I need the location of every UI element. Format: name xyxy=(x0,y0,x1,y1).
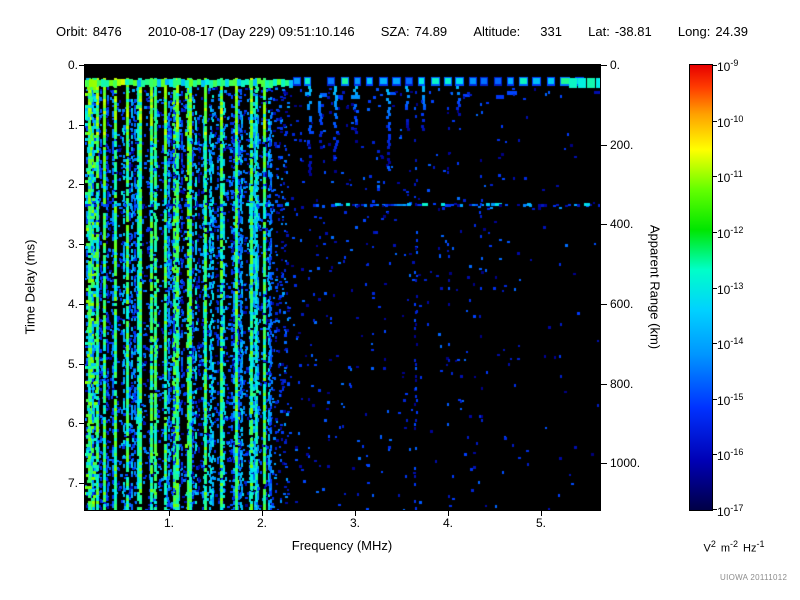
tick-mark xyxy=(79,65,85,66)
y-axis-tick-label: 4. xyxy=(67,297,78,311)
long-label: Long: xyxy=(677,24,711,39)
datetime-field: 2010-08-17 (Day 229) 09:51:10.146 xyxy=(148,24,355,39)
x-axis-tick-label: 1. xyxy=(163,516,174,530)
tick-mark xyxy=(713,343,717,344)
right-axis-tick-label: 600. xyxy=(610,297,634,311)
colorbar-tick-label: 10-14 xyxy=(717,336,744,352)
x-axis-tick-label: 5. xyxy=(535,516,546,530)
datetime-value: 2010-08-17 (Day 229) 09:51:10.146 xyxy=(147,24,355,39)
tick-mark xyxy=(79,364,85,365)
tick-mark xyxy=(713,232,717,233)
colorbar-tick-label: 10-16 xyxy=(717,447,744,463)
right-axis-title: Apparent Range (km) xyxy=(647,224,663,350)
right-axis-tick-label: 800. xyxy=(610,377,634,391)
right-axis-tick-label: 0. xyxy=(610,58,621,72)
lat-label: Lat: xyxy=(588,24,610,39)
tick-mark xyxy=(713,399,717,400)
y-axis-title: Time Delay (ms) xyxy=(22,239,38,335)
sza-field: SZA: 74.89 xyxy=(381,24,447,39)
tick-mark xyxy=(601,65,607,66)
tick-mark xyxy=(79,423,85,424)
tick-mark xyxy=(79,184,85,185)
orbit-label: Orbit: xyxy=(56,24,88,39)
x-axis-title: Frequency (MHz) xyxy=(291,538,393,553)
x-axis-tick-label: 4. xyxy=(442,516,453,530)
header-info-line: Orbit: 8476 2010-08-17 (Day 229) 09:51:10… xyxy=(56,24,748,39)
y-axis-tick-label: 5. xyxy=(67,357,78,371)
tick-mark xyxy=(713,454,717,455)
tick-mark xyxy=(79,304,85,305)
orbit-field: Orbit: 8476 xyxy=(56,24,122,39)
tick-mark xyxy=(601,145,607,146)
colorbar-tick-label: 10-13 xyxy=(717,281,744,297)
right-axis-tick-label: 1000. xyxy=(610,456,641,470)
x-axis-tick-label: 3. xyxy=(349,516,360,530)
orbit-value: 8476 xyxy=(92,24,122,39)
tick-mark xyxy=(713,509,717,510)
colorbar-tick-label: 10-17 xyxy=(717,503,744,519)
tick-mark xyxy=(713,176,717,177)
tick-mark xyxy=(79,483,85,484)
sza-label: SZA: xyxy=(380,24,410,39)
colorbar-tick-label: 10-9 xyxy=(717,58,739,74)
tick-mark xyxy=(601,304,607,305)
colorbar-tick-label: 10-11 xyxy=(717,169,743,185)
tick-mark xyxy=(355,511,356,516)
y-axis-tick-label: 6. xyxy=(67,416,78,430)
tick-mark xyxy=(448,511,449,516)
right-axis-tick-label: 200. xyxy=(610,138,634,152)
tick-mark xyxy=(601,384,607,385)
altitude-field: Altitude: 331 xyxy=(473,24,562,39)
tick-mark xyxy=(713,288,717,289)
right-axis-tick-label: 400. xyxy=(610,217,634,231)
tick-mark xyxy=(262,511,263,516)
y-axis-tick-label: 3. xyxy=(67,237,78,251)
colorbar xyxy=(689,64,713,511)
y-axis-tick-label: 1. xyxy=(67,118,78,132)
tick-mark xyxy=(79,244,85,245)
altitude-label: Altitude: xyxy=(473,24,521,39)
y-axis-tick-label: 0. xyxy=(67,58,78,72)
long-field: Long: 24.39 xyxy=(678,24,748,39)
x-axis-tick-label: 2. xyxy=(256,516,267,530)
y-axis-tick-label: 2. xyxy=(67,177,78,191)
ionogram-plot-frame xyxy=(84,64,601,511)
colorbar-tick-label: 10-12 xyxy=(717,225,744,241)
lat-field: Lat: -38.81 xyxy=(588,24,652,39)
colorbar-tick-label: 10-10 xyxy=(717,114,744,130)
tick-mark xyxy=(169,511,170,516)
tick-mark xyxy=(541,511,542,516)
tick-mark xyxy=(601,463,607,464)
colorbar-tick-label: 10-15 xyxy=(717,392,744,408)
long-value: 24.39 xyxy=(715,24,748,39)
sza-value: 74.89 xyxy=(414,24,448,39)
ionogram-canvas xyxy=(85,65,600,510)
lat-value: -38.81 xyxy=(614,24,652,39)
tick-mark xyxy=(713,121,717,122)
tick-mark xyxy=(713,65,717,66)
altitude-value: 331 xyxy=(540,24,562,39)
tick-mark xyxy=(79,125,85,126)
colorbar-unit-label: V2 m-2 Hz-1 xyxy=(703,539,765,555)
y-axis-tick-label: 7. xyxy=(67,476,78,490)
watermark: UIOWA 20111012 xyxy=(720,573,788,582)
tick-mark xyxy=(601,224,607,225)
